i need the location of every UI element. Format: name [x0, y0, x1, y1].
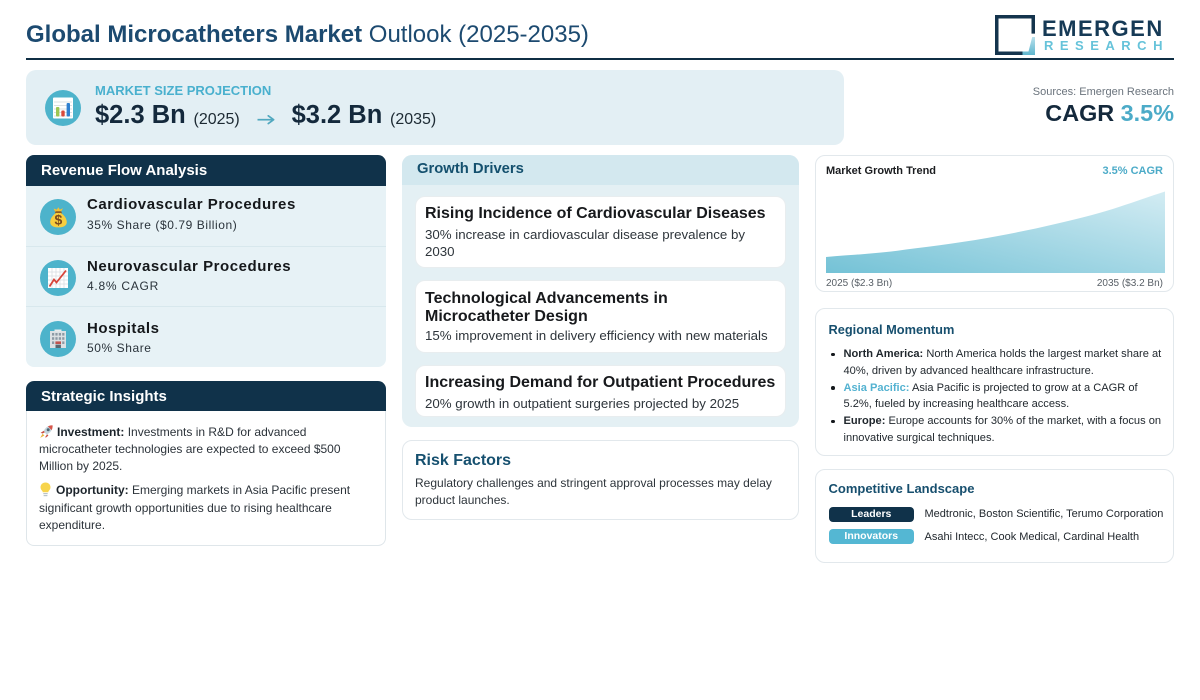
svg-text:$: $: [55, 212, 63, 228]
